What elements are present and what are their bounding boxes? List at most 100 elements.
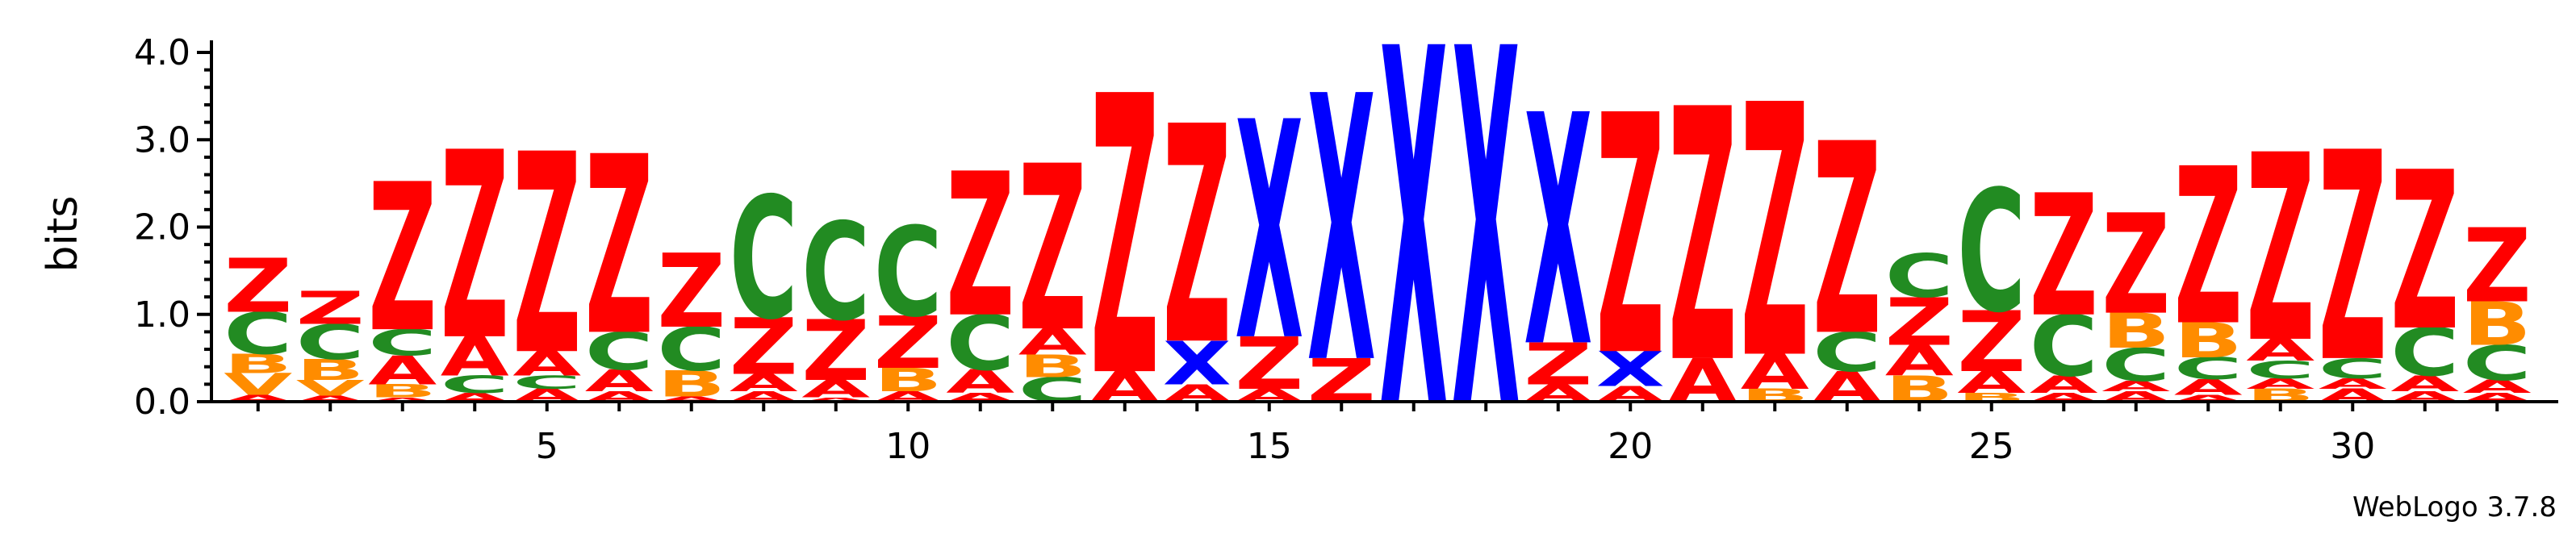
logo-letter-z: Z (730, 302, 798, 392)
logo-letter-a: A (2101, 377, 2170, 394)
logo-letter-a: A (801, 375, 870, 403)
logo-letter-b: B (2463, 290, 2532, 360)
weblogo-credit: WebLogo 3.7.8 (2352, 491, 2557, 523)
logo-letter-a: A (368, 348, 437, 394)
logo-letter-c: C (1885, 241, 1954, 311)
logo-letter-c: C (441, 371, 509, 398)
y-tick-label: 1.0 (134, 294, 190, 336)
logo-letter-z: Z (657, 232, 726, 351)
logo-letter-a: A (2246, 333, 2315, 368)
x-tick-label: 25 (1969, 426, 2014, 467)
logo-letter-b: B (1018, 348, 1087, 385)
logo-letter-z: Z (441, 98, 509, 398)
logo-letter-b: B (296, 353, 365, 387)
logo-letter-a: A (1957, 365, 2026, 400)
x-axis-ticks: 5 10 15 20 25 30 (256, 402, 2499, 467)
logo-letter-z: Z (368, 142, 437, 377)
logo-letter-z: Z (2030, 160, 2098, 354)
logo-letter-x: X (1596, 342, 1665, 398)
logo-letter-z: Z (1741, 32, 1809, 436)
logo-letter-b: B (2174, 313, 2243, 369)
logo-letter-x: X (1307, 19, 1376, 444)
logo-letter-z: Z (2101, 185, 2170, 345)
logo-letter-c: C (2030, 298, 2098, 395)
logo-letter-c: C (946, 299, 1014, 387)
logo-letter-a: A (368, 396, 437, 403)
logo-letter-c: C (2174, 352, 2243, 386)
logo-letter-z: Z (296, 282, 365, 336)
chart-axes (210, 40, 2558, 403)
logo-letter-a: A (2390, 371, 2459, 396)
logo-letter-z: Z (801, 302, 870, 400)
logo-letter-a: A (1885, 337, 1955, 386)
logo-letter-x: X (1379, 0, 1448, 519)
logo-letter-c: C (368, 323, 437, 365)
logo-letter-x: X (1163, 329, 1232, 398)
logo-letter-z: Z (1813, 87, 1881, 394)
logo-letter-a: A (1018, 321, 1087, 363)
logo-letter-z: Z (1596, 46, 1665, 428)
logo-letter-c: C (2101, 339, 2170, 392)
logo-letter-b: B (657, 364, 726, 406)
logo-letter-c: C (2319, 353, 2387, 386)
logo-letter-z: Z (2463, 206, 2532, 325)
logo-letter-a: A (657, 395, 726, 403)
logo-letter-z: Z (1524, 331, 1592, 398)
logo-letter-b: B (874, 361, 943, 399)
x-tick-label: 20 (1608, 426, 1653, 467)
logo-letter-a: A (730, 369, 798, 397)
logo-letter-c: C (2390, 315, 2459, 391)
logo-letter-c: C (296, 315, 365, 370)
logo-letter-z: Z (1018, 118, 1087, 382)
x-tick-label: 5 (536, 426, 558, 467)
logo-letter-v: V (296, 376, 365, 401)
logo-letter-c: C (1957, 155, 2026, 350)
logo-letter-c: C (512, 372, 581, 393)
x-tick-label: 30 (2330, 426, 2375, 467)
logo-letter-c: C (1813, 322, 1881, 385)
logo-letter-a: A (1741, 344, 1809, 400)
logo-letter-a: A (2319, 375, 2387, 392)
logo-letter-z: Z (1668, 36, 1737, 440)
logo-letter-a: A (512, 344, 581, 384)
logo-letter-a: A (2174, 375, 2243, 400)
logo-letter-z: Z (946, 132, 1014, 361)
y-tick-label: 4.0 (134, 32, 190, 73)
logo-letter-a: A (585, 364, 654, 398)
y-axis-label: bits (39, 196, 87, 273)
logo-letter-a: A (946, 363, 1014, 401)
logo-letter-a: A (2246, 375, 2315, 392)
logo-letter-z: Z (2319, 93, 2387, 427)
logo-letter-c: C (585, 322, 654, 382)
logo-letter-c: C (657, 315, 726, 384)
logo-letter-c: C (2246, 356, 2315, 383)
logo-letter-x: X (1235, 60, 1303, 407)
logo-letter-z: Z (874, 301, 943, 385)
logo-letter-z: Z (1957, 294, 2026, 391)
logo-letter-z: Z (1885, 284, 1954, 361)
logo-letter-a: A (441, 327, 509, 389)
logo-letter-a: A (2030, 371, 2098, 399)
x-tick-label: 15 (1247, 426, 1292, 467)
logo-letter-z: Z (1090, 15, 1159, 461)
logo-letter-x: X (1524, 49, 1592, 419)
y-tick-label: 2.0 (134, 207, 190, 248)
logo-letter-c: C (730, 161, 798, 357)
logo-letter-c: C (874, 201, 943, 344)
logo-letter-z: Z (2246, 100, 2315, 400)
logo-letter-z: Z (1235, 322, 1303, 406)
logo-letter-z: Z (224, 243, 292, 329)
y-axis-ticks: 0.0 1.0 2.0 3.0 4.0 (134, 32, 211, 423)
logo-letter-v: V (224, 367, 293, 402)
logo-letter-z: Z (512, 97, 581, 417)
y-tick-label: 0.0 (134, 382, 190, 423)
logo-letter-z: Z (1163, 63, 1232, 411)
logo-letter-z: Z (2174, 123, 2243, 373)
logo-letter-a: A (296, 394, 365, 404)
logo-letter-a: A (801, 396, 870, 403)
logo-letter-c: C (2463, 336, 2532, 391)
logo-letter-z: Z (2390, 127, 2459, 380)
y-tick-label: 3.0 (134, 119, 190, 161)
